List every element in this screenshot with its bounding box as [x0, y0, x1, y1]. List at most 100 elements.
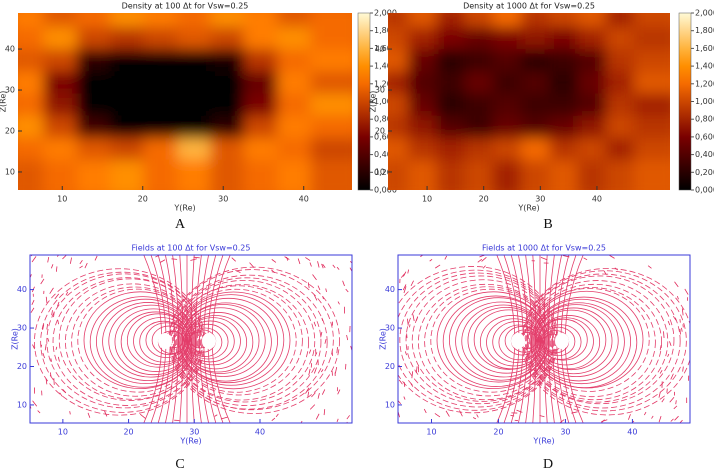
field-dash [49, 287, 54, 294]
field-dash [614, 267, 619, 271]
field-line-vertical [172, 255, 179, 423]
colorbar-tick-label: 1,200 [695, 79, 714, 88]
colorbar-tick-label: 1,000 [374, 97, 397, 106]
field-dash [539, 415, 545, 418]
field-dash [409, 324, 411, 328]
field-dash [104, 410, 108, 417]
field-dash [79, 259, 83, 265]
field-dash [643, 411, 647, 416]
field-dash [407, 269, 410, 274]
x-tick-label: 20 [138, 195, 148, 204]
x-axis-label: Y(Re) [173, 204, 195, 213]
field-loop [83, 291, 198, 390]
field-dash [79, 265, 83, 269]
x-tick-label: 40 [592, 195, 602, 204]
field-dash [45, 296, 48, 304]
field-dash [412, 314, 415, 322]
field-dash [307, 391, 310, 397]
field-dash [322, 263, 326, 269]
field-dash [336, 418, 339, 423]
field-dash [50, 358, 52, 362]
heatmap-cell [310, 159, 352, 190]
field-line-vertical [179, 255, 184, 423]
field-lines [398, 255, 690, 423]
field-loop [529, 290, 644, 389]
x-tick-label: 40 [255, 428, 265, 437]
field-dash [346, 334, 349, 341]
field-loop [461, 304, 547, 378]
field-dash [57, 356, 60, 362]
field-loop [187, 327, 223, 357]
field-dash [481, 256, 487, 262]
field-loop [534, 307, 613, 375]
field-loop [540, 326, 576, 357]
field-loop [95, 298, 196, 385]
y-tick-label: 40 [385, 285, 395, 294]
colorbar-tick-label: 1,800 [695, 26, 714, 35]
field-dash [659, 370, 663, 374]
field-dash [214, 414, 218, 417]
field-dash [679, 328, 681, 335]
field-dash [87, 412, 91, 418]
x-tick-label: 20 [493, 428, 503, 437]
chart-title: Density at 1000 Δt for Vsw=0.25 [463, 2, 595, 11]
field-dash [42, 352, 45, 359]
y-tick-label: 20 [5, 127, 15, 136]
colorbar-tick-label: 1,600 [374, 44, 397, 53]
field-dash [325, 288, 327, 293]
field-loop [171, 277, 322, 406]
y-tick-label: 40 [5, 45, 15, 54]
field-dash [94, 255, 98, 261]
field-hole [555, 333, 569, 349]
field-dash [284, 256, 290, 260]
field-loop [492, 321, 542, 363]
y-tick-label: 10 [5, 167, 15, 176]
field-dash [674, 281, 679, 288]
y-tick-label: 30 [17, 324, 27, 333]
field-hole [511, 333, 525, 349]
x-tick-label: 30 [535, 195, 545, 204]
field-dash [50, 264, 54, 269]
field-loop [526, 283, 662, 401]
field-dash [679, 419, 683, 423]
field-dash [47, 337, 50, 342]
field-dash [249, 262, 255, 269]
field-loop [175, 288, 297, 393]
field-hole [158, 333, 172, 349]
field-dash [681, 308, 684, 316]
panel-letter: C [175, 457, 184, 472]
field-dash [305, 257, 311, 261]
field-loop [102, 302, 195, 382]
colorbar-tick-label: 0,600 [374, 132, 397, 141]
field-dash [332, 264, 336, 269]
field-loop [479, 315, 544, 370]
field-loop [536, 315, 601, 370]
field-dashes [30, 255, 352, 423]
y-tick-label: 20 [375, 127, 385, 136]
panel-letter: D [543, 457, 553, 472]
field-loop [139, 320, 189, 363]
field-dash [271, 269, 276, 274]
field-dash [62, 388, 67, 393]
field-dash [308, 368, 311, 376]
field-loop [52, 277, 203, 406]
field-dash [400, 273, 405, 278]
field-dash [346, 415, 350, 420]
plot-area [18, 13, 352, 190]
field-dash [345, 288, 349, 293]
field-dash [684, 288, 689, 295]
field-dash [57, 320, 60, 325]
field-dash [51, 310, 53, 316]
field-dash [31, 299, 35, 306]
field-dash [609, 255, 615, 259]
field-dash [30, 274, 32, 278]
field-loop [181, 307, 260, 374]
field-dash [59, 392, 63, 397]
field-dash [231, 257, 236, 262]
field-dash [42, 324, 45, 330]
chart-title: Density at 100 Δt for Vsw=0.25 [122, 2, 249, 11]
field-line-vertical [518, 255, 528, 423]
x-tick-label: 10 [58, 428, 68, 437]
y-axis-label: Z(Re) [11, 328, 20, 350]
field-dash [297, 258, 301, 265]
